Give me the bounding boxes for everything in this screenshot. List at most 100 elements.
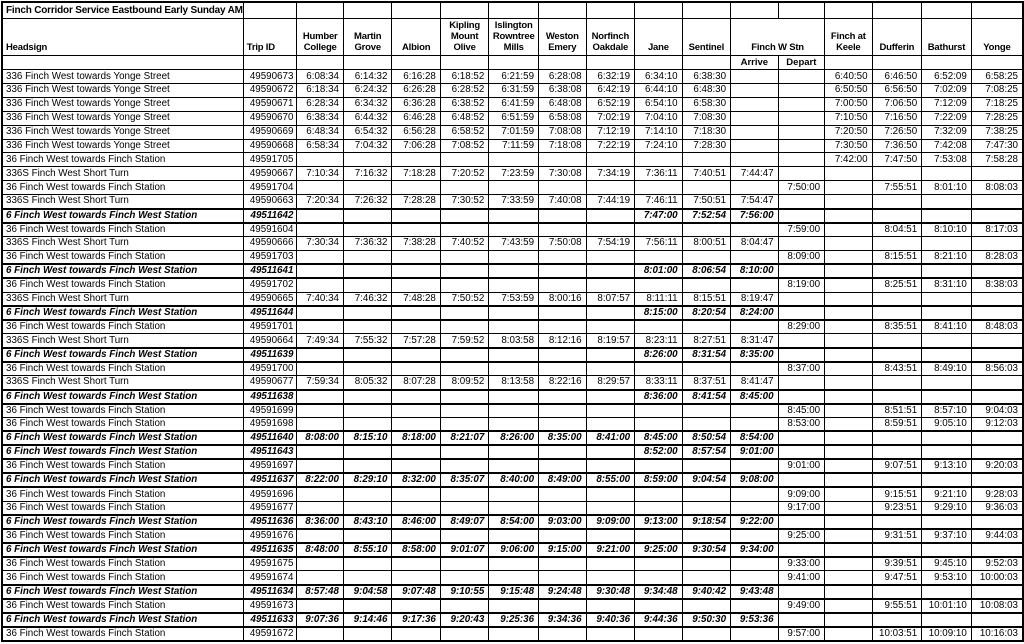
- time-cell: 8:03:58: [488, 333, 540, 349]
- time-cell: [296, 570, 344, 586]
- time-cell: [777, 96, 826, 112]
- time-cell: [730, 222, 779, 237]
- time-cell: [730, 626, 779, 642]
- time-cell: [824, 486, 873, 502]
- time-cell: [538, 486, 587, 502]
- time-cell: [585, 403, 636, 418]
- title-row-empty-cell: [921, 1, 972, 19]
- headsign-cell: 36 Finch West towards Finch Station: [1, 361, 244, 377]
- time-cell: [439, 416, 490, 432]
- time-cell: 7:46:11: [634, 194, 683, 210]
- headsign-cell: 6 Finch West towards Finch West Station: [1, 263, 244, 280]
- time-cell: [824, 528, 873, 544]
- time-cell: [439, 346, 490, 363]
- time-cell: [871, 333, 923, 349]
- time-cell: 8:35:00: [730, 346, 779, 363]
- time-cell: [342, 180, 393, 196]
- time-cell: 7:55:32: [342, 333, 393, 349]
- time-cell: 9:31:51: [871, 528, 923, 544]
- time-cell: 7:40:51: [681, 166, 732, 182]
- title-row-empty-cell: [391, 1, 441, 19]
- subheader-arrive: Arrive: [730, 55, 779, 71]
- time-cell: 7:18:30: [681, 124, 732, 140]
- subheader-empty-cell: [296, 55, 344, 71]
- time-cell: 8:01:10: [921, 180, 972, 196]
- time-cell: [730, 110, 779, 126]
- schedule-body: 336 Finch West towards Yonge Street 49590…: [1, 69, 1024, 642]
- time-cell: 7:38:28: [391, 235, 441, 251]
- time-cell: [681, 152, 732, 168]
- time-cell: [488, 152, 540, 168]
- headsign-cell: 36 Finch West towards Finch Station: [1, 249, 244, 265]
- time-cell: [488, 416, 540, 432]
- time-cell: 8:41:00: [585, 430, 636, 447]
- time-cell: 8:36:00: [634, 388, 683, 405]
- time-cell: 8:43:10: [342, 514, 393, 531]
- time-cell: 7:59:34: [296, 375, 344, 391]
- time-cell: 8:09:00: [777, 249, 826, 265]
- time-cell: [439, 222, 490, 237]
- time-cell: 9:01:00: [730, 444, 779, 461]
- time-cell: 7:14:10: [634, 124, 683, 140]
- time-cell: 6:26:28: [391, 83, 441, 98]
- time-cell: [488, 458, 540, 474]
- subheader-empty-cell: [871, 55, 923, 71]
- time-cell: 7:02:19: [585, 110, 636, 126]
- time-cell: 9:23:51: [871, 500, 923, 516]
- time-cell: 7:01:59: [488, 124, 540, 140]
- time-cell: [921, 207, 972, 224]
- time-cell: 9:01:00: [777, 458, 826, 474]
- time-cell: [970, 333, 1024, 349]
- time-cell: [342, 319, 393, 335]
- time-cell: 7:54:19: [585, 235, 636, 251]
- time-cell: 9:20:43: [439, 611, 490, 628]
- time-cell: 7:34:19: [585, 166, 636, 182]
- time-cell: 7:02:09: [921, 83, 972, 98]
- time-cell: 7:55:51: [871, 180, 923, 196]
- trip-id-cell: 49511637: [242, 472, 298, 489]
- trip-id-cell: 49591673: [242, 598, 298, 614]
- trip-id-cell: 49511635: [242, 542, 298, 559]
- time-cell: [730, 249, 779, 265]
- time-cell: [681, 416, 732, 432]
- time-cell: [970, 235, 1024, 251]
- time-cell: [488, 570, 540, 586]
- time-cell: [391, 556, 441, 572]
- time-cell: 7:20:50: [824, 124, 873, 140]
- time-cell: [488, 304, 540, 321]
- trip-row: 336S Finch West Short Turn 49590666 7:30:3…: [1, 235, 1024, 251]
- time-cell: [342, 444, 393, 461]
- time-cell: 7:47:00: [634, 207, 683, 224]
- time-cell: 8:49:00: [538, 472, 587, 489]
- time-cell: 7:16:50: [871, 110, 923, 126]
- time-cell: 9:45:10: [921, 556, 972, 572]
- time-cell: 7:20:52: [439, 166, 490, 182]
- trip-id-cell: 49591675: [242, 556, 298, 572]
- time-cell: 7:59:00: [777, 222, 826, 237]
- time-cell: 9:04:54: [681, 472, 732, 489]
- time-cell: 6:18:52: [439, 69, 490, 84]
- time-cell: [824, 500, 873, 516]
- headsign-cell: 336 Finch West towards Yonge Street: [1, 124, 244, 140]
- time-cell: 8:43:51: [871, 361, 923, 377]
- time-cell: 9:13:10: [921, 458, 972, 474]
- time-cell: 9:06:00: [488, 542, 540, 559]
- time-cell: 9:40:42: [681, 583, 732, 600]
- time-cell: 9:37:10: [921, 528, 972, 544]
- time-cell: 8:04:51: [871, 222, 923, 237]
- time-cell: 8:28:03: [970, 249, 1024, 265]
- time-cell: 7:10:34: [296, 166, 344, 182]
- time-cell: [777, 166, 826, 182]
- trip-id-cell: 49591704: [242, 180, 298, 196]
- headsign-cell: 36 Finch West towards Finch Station: [1, 486, 244, 502]
- time-cell: [296, 388, 344, 405]
- time-cell: 6:24:32: [342, 83, 393, 98]
- time-cell: [824, 583, 873, 600]
- time-cell: 7:42:00: [824, 152, 873, 168]
- time-cell: 9:17:36: [391, 611, 441, 628]
- time-cell: 8:23:11: [634, 333, 683, 349]
- time-cell: [538, 263, 587, 280]
- trip-id-cell: 49591701: [242, 319, 298, 335]
- subheader-empty-cell: [921, 55, 972, 71]
- time-cell: [730, 528, 779, 544]
